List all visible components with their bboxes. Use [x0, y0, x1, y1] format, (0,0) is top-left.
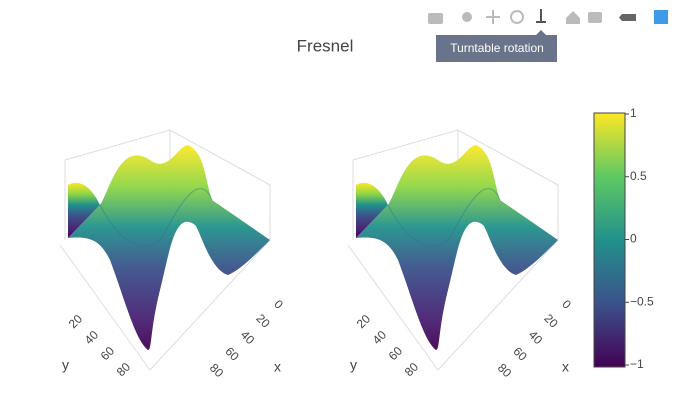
colorbar-tick-label: −1 — [630, 357, 644, 371]
colorbar-tick-label: 1 — [630, 106, 637, 120]
x-tick-label: 20 — [541, 311, 561, 331]
y-axis-title: y — [62, 357, 69, 373]
x-tick-label: 0 — [559, 297, 574, 312]
tooltip: Turntable rotation — [436, 30, 557, 62]
home-icon[interactable] — [566, 11, 580, 24]
x-tick-label: 60 — [510, 344, 530, 364]
chart-title: Fresnel — [297, 36, 354, 55]
zoom-icon[interactable] — [462, 12, 472, 22]
plotly-logo[interactable] — [654, 10, 668, 24]
x-tick-label: 80 — [207, 361, 227, 381]
y-axis-title: y — [350, 357, 357, 373]
colorbar-tick-label: 0 — [630, 232, 637, 246]
orbit-icon[interactable] — [510, 10, 524, 24]
y-tick-label: 60 — [98, 344, 118, 364]
camera-icon[interactable] — [428, 13, 443, 24]
colorbar-tick-label: 0.5 — [630, 169, 647, 183]
colorbar-tick-label: −0.5 — [630, 294, 654, 308]
reset-camera-icon[interactable] — [588, 12, 602, 23]
x-tick-label: 80 — [495, 361, 515, 381]
y-tick-label: 40 — [82, 328, 102, 348]
x-tick-label: 20 — [253, 311, 273, 331]
y-tick-label: 80 — [402, 360, 422, 380]
hover-icon[interactable] — [619, 14, 636, 21]
x-axis-title: x — [562, 359, 569, 375]
y-tick-label: 20 — [66, 312, 86, 332]
x-tick-label: 40 — [238, 328, 258, 348]
tooltip-text: Turntable rotation — [450, 41, 544, 55]
y-tick-label: 20 — [354, 312, 374, 332]
modebar — [428, 9, 668, 24]
x-tick-label: 0 — [271, 297, 286, 312]
y-tick-label: 40 — [370, 328, 390, 348]
x-tick-label: 40 — [526, 328, 546, 348]
x-axis-title: x — [274, 359, 281, 375]
x-tick-label: 60 — [222, 344, 242, 364]
y-tick-label: 80 — [114, 360, 134, 380]
turntable-icon[interactable] — [536, 9, 546, 23]
y-tick-label: 60 — [386, 344, 406, 364]
pan-icon[interactable] — [486, 10, 500, 24]
colorbar — [593, 112, 626, 368]
